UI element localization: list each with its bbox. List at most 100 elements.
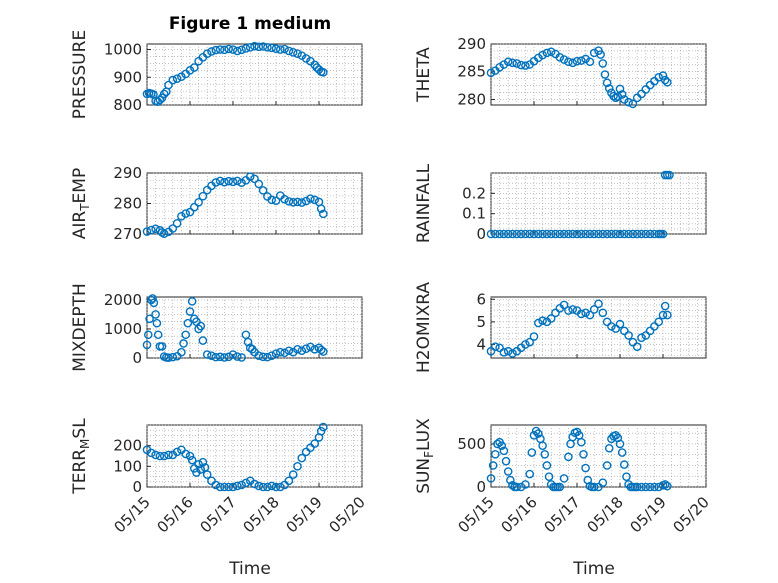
data-point — [145, 314, 154, 324]
data-point — [232, 176, 242, 186]
data-point — [224, 482, 233, 492]
axes-box — [490, 296, 707, 359]
data-point — [164, 353, 173, 363]
y-axis-label: H2OMIXRA — [414, 282, 434, 373]
data-point — [607, 229, 616, 239]
data-point — [318, 347, 328, 356]
data-point — [224, 44, 233, 54]
data-point — [159, 229, 169, 238]
data-point — [237, 480, 246, 490]
data-point — [153, 330, 163, 340]
data-point — [224, 352, 233, 362]
data-point — [318, 209, 328, 219]
data-point — [589, 229, 599, 239]
data-point — [495, 229, 504, 239]
y-tick-label: 1000 — [104, 320, 142, 338]
data-point — [495, 62, 504, 72]
panel-6: 4 5 6 H2OMIXRA — [414, 282, 707, 373]
data-point — [508, 480, 517, 490]
data-point — [508, 58, 517, 68]
data-point — [177, 212, 186, 221]
data-point — [301, 54, 311, 63]
data-point — [155, 95, 165, 105]
data-point — [577, 309, 586, 319]
data-point — [245, 343, 255, 353]
data-point — [641, 331, 651, 340]
data-point — [228, 177, 238, 187]
data-point — [546, 229, 556, 239]
data-point — [594, 229, 603, 239]
data-point — [607, 322, 616, 331]
data-point — [641, 85, 651, 94]
data-point — [499, 229, 509, 239]
data-point — [157, 342, 167, 351]
data-point — [531, 426, 541, 436]
data-point — [658, 229, 668, 239]
data-point — [581, 229, 590, 239]
data-point — [645, 229, 655, 239]
data-point — [284, 46, 294, 56]
data-point — [516, 60, 526, 70]
data-point — [559, 229, 569, 239]
data-point — [258, 352, 268, 362]
y-tick-label: 5 — [476, 313, 486, 331]
data-point — [202, 185, 212, 195]
data-point — [202, 49, 212, 59]
data-point — [215, 352, 225, 362]
data-point — [284, 346, 294, 356]
data-point — [202, 470, 212, 479]
data-point — [538, 50, 547, 60]
data-point — [168, 352, 178, 362]
data-point — [189, 202, 199, 212]
data-point — [538, 316, 547, 326]
data-point — [228, 350, 238, 359]
data-point — [280, 194, 289, 204]
data-point — [185, 307, 195, 316]
y-tick-label: 285 — [457, 63, 486, 81]
data-point — [142, 227, 152, 236]
data-point — [542, 461, 552, 470]
data-point — [637, 333, 646, 342]
data-point — [620, 229, 629, 239]
y-tick-label: 900 — [113, 68, 142, 86]
data-point — [215, 176, 225, 186]
data-point — [172, 219, 182, 228]
data-point — [159, 89, 169, 99]
data-point — [228, 482, 238, 492]
data-point — [228, 45, 238, 54]
data-point — [525, 337, 535, 347]
data-point — [486, 474, 496, 483]
data-point — [538, 229, 547, 239]
data-point — [254, 179, 264, 189]
data-point — [237, 353, 246, 362]
data-point — [486, 68, 496, 78]
data-point — [628, 337, 638, 347]
data-point — [546, 47, 556, 57]
panel-5: 0 1000 2000 MIXDEPTH — [70, 283, 363, 372]
data-point — [220, 353, 229, 362]
data-point — [297, 453, 307, 463]
data-point — [220, 482, 229, 492]
data-point — [564, 229, 573, 239]
data-point — [594, 299, 603, 309]
data-point — [237, 178, 246, 188]
data-point — [187, 455, 197, 465]
data-point — [555, 53, 565, 62]
data-point — [310, 195, 320, 205]
data-point — [310, 439, 320, 448]
data-point — [232, 352, 242, 361]
data-point — [516, 229, 526, 239]
data-point — [288, 197, 298, 207]
data-point — [172, 447, 182, 457]
data-point — [624, 229, 633, 239]
data-point — [632, 342, 642, 352]
data-point — [499, 60, 509, 69]
data-point — [254, 351, 264, 360]
data-point — [577, 56, 586, 65]
data-point — [645, 482, 655, 492]
data-point — [572, 56, 582, 66]
data-point — [185, 207, 195, 217]
data-point — [598, 59, 608, 68]
data-point — [499, 446, 509, 456]
data-point — [177, 72, 186, 82]
